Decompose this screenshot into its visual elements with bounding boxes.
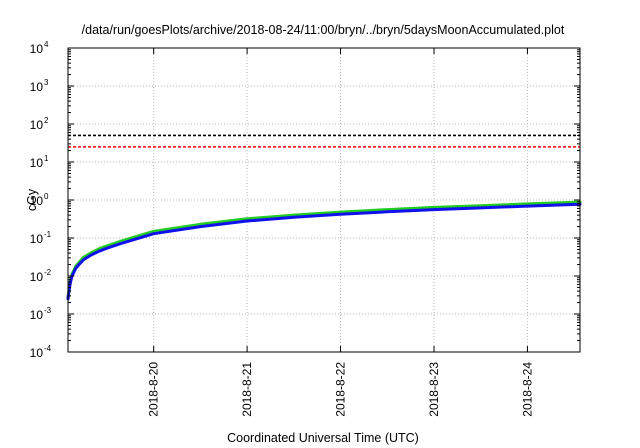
y-tick-label: 10 [30,194,44,208]
y-axis-label: cGy [25,188,39,211]
y-tick-label: 10 [30,232,44,246]
y-tick-exponent: -2 [44,268,52,277]
x-tick-label: 2018-8-22 [334,362,348,417]
x-axis-label: Coordinated Universal Time (UTC) [227,431,419,445]
x-tick-label: 2018-8-24 [520,362,534,417]
y-tick-exponent: 2 [44,116,49,125]
x-tick-label: 2018-8-23 [427,362,441,417]
y-tick-exponent: -1 [44,230,52,239]
y-tick-label: 10 [30,156,44,170]
y-tick-exponent: 3 [44,78,49,87]
y-tick-exponent: -3 [44,306,52,315]
x-tick-label: 2018-8-20 [147,362,161,417]
reference-lines [68,134,580,148]
x-tick-label: 2018-8-21 [240,362,254,417]
x-axis: 2018-8-20 2018-8-21 2018-8-22 2018-8-23 2018… [147,48,534,417]
y-tick-label: 10 [30,42,44,56]
y-tick-label: 10 [30,346,44,360]
grid [68,48,580,352]
chart-title: /data/run/goesPlots/archive/2018-08-24/1… [82,23,565,37]
series-line [66,202,582,301]
y-tick-label: 10 [30,118,44,132]
y-tick-exponent: 4 [44,40,49,49]
y-tick-exponent: 0 [44,192,49,201]
y-tick-label: 10 [30,308,44,322]
series-group [66,200,582,301]
y-tick-label: 10 [30,80,44,94]
y-tick-exponent: -4 [44,344,52,353]
y-tick-exponent: 1 [44,154,49,163]
y-tick-label: 10 [30,270,44,284]
